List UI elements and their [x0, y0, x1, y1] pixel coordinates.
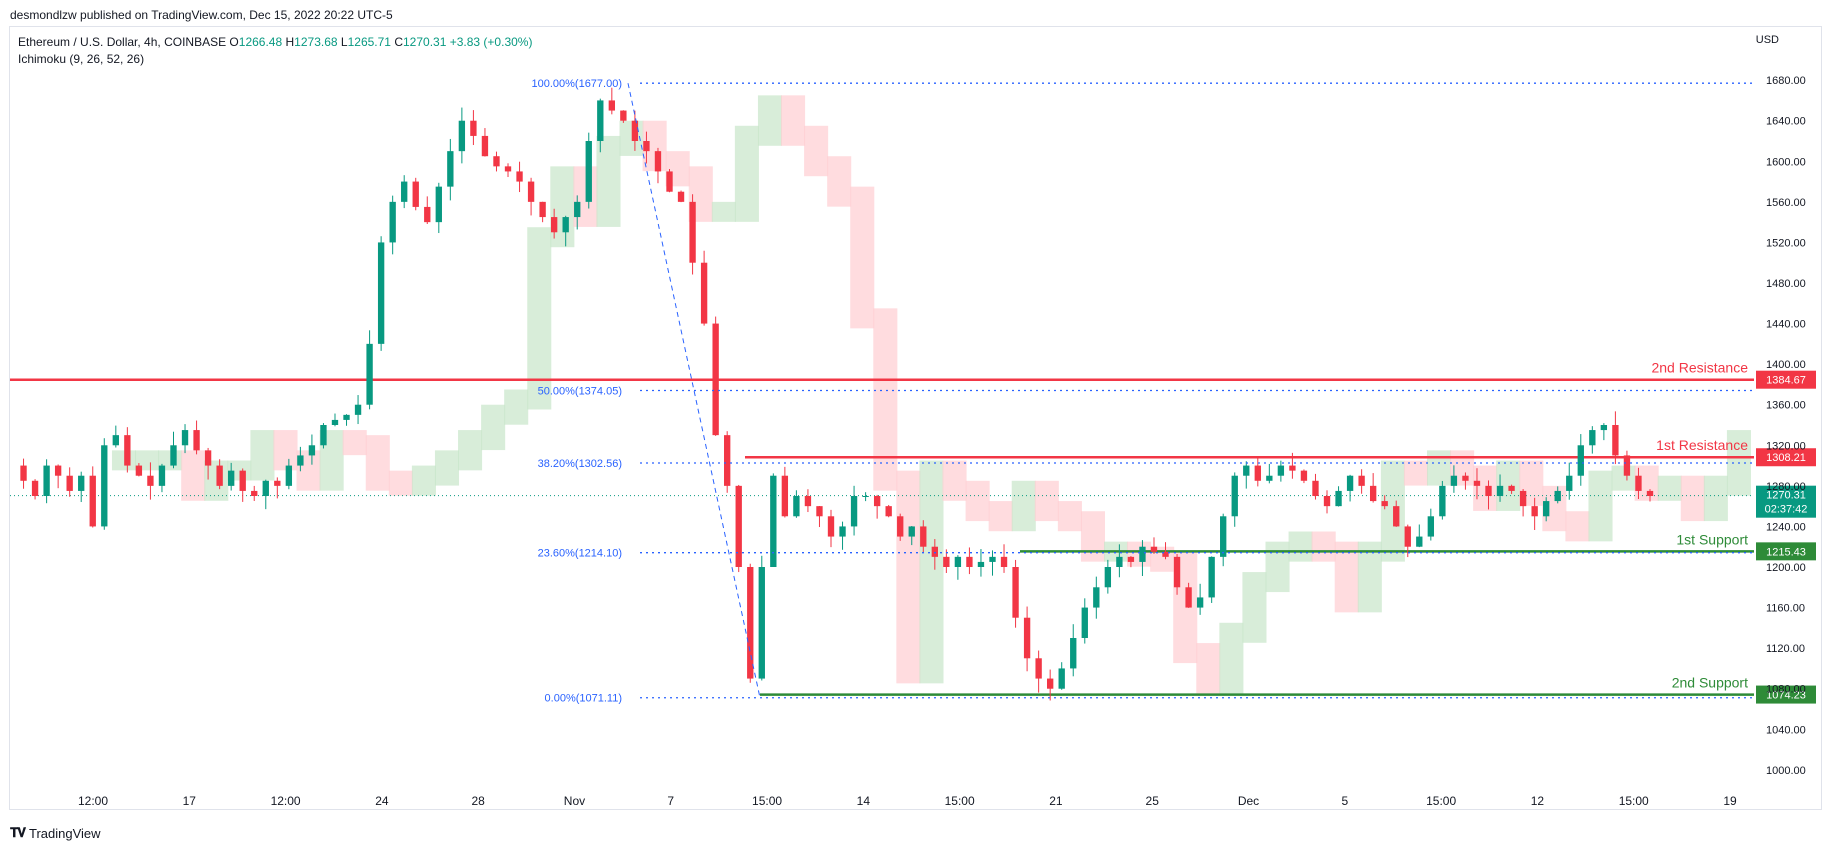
legend-change: +3.83 (+0.30%)	[449, 35, 533, 49]
legend-high: 1273.68	[294, 35, 338, 49]
legend-close: 1270.31	[403, 35, 447, 49]
currency-label[interactable]: USD	[1755, 34, 1779, 46]
legend-indicator[interactable]: Ichimoku (9, 26, 52, 26)	[18, 52, 145, 66]
legend-close-label: C	[394, 35, 403, 49]
legend-low-label: L	[340, 35, 348, 49]
footer[interactable]: 𝐓𝐕 TradingView	[10, 825, 101, 841]
legend-symbol[interactable]: Ethereum / U.S. Dollar, 4h, COINBASE	[18, 35, 227, 49]
published-header: desmondlzw published on TradingView.com,…	[10, 8, 393, 22]
chart-frame[interactable]	[9, 26, 1822, 810]
tradingview-logo-icon: 𝐓𝐕	[10, 825, 26, 840]
legend-open: 1266.48	[238, 35, 283, 49]
chart-legend: Ethereum / U.S. Dollar, 4h, COINBASE O12…	[18, 34, 532, 68]
footer-brand[interactable]: TradingView	[29, 825, 101, 841]
legend-ohlc-row: Ethereum / U.S. Dollar, 4h, COINBASE O12…	[18, 34, 532, 51]
legend-low: 1265.71	[347, 35, 391, 49]
legend-open-label: O	[229, 35, 239, 49]
legend-high-label: H	[285, 35, 295, 49]
